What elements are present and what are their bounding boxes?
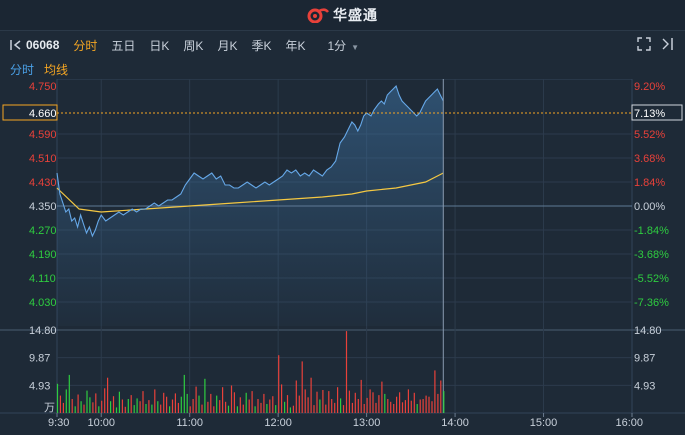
tab-daily-k[interactable]: 日K: [149, 38, 170, 53]
indicator-average[interactable]: 均线: [44, 62, 69, 77]
tab-monthly-k[interactable]: 月K: [217, 38, 238, 53]
tab-intraday[interactable]: 分时: [73, 38, 98, 53]
price-tick-right: -1.84%: [634, 225, 669, 237]
price-tick-left: 4.590: [29, 129, 57, 141]
time-tick-label: 13:00: [353, 417, 381, 429]
price-tick-left: 4.110: [29, 273, 56, 285]
intraday-chart[interactable]: 9:30 10:00 11:00 12:00 13:00 14:00 15:00 16:00 4…: [0, 79, 685, 435]
price-line: [56, 84, 444, 238]
price-tick-left: 4.350: [29, 201, 57, 213]
price-tick-right: 3.68%: [634, 153, 665, 165]
time-tick-label: 12:00: [264, 417, 292, 429]
price-tick-right: -3.68%: [634, 249, 669, 261]
time-tick-label: 10:00: [87, 417, 115, 429]
price-tick-left: 4.030: [29, 297, 57, 309]
price-tick-left: 4.510: [29, 153, 57, 165]
tab-quarterly-k[interactable]: 季K: [251, 38, 272, 53]
price-tick-left: 4.190: [29, 249, 57, 261]
volume-unit-label: 万: [44, 402, 55, 414]
volume-bars: [56, 331, 445, 413]
price-tick-right: 9.20%: [634, 81, 665, 93]
price-tick-right: 1.84%: [634, 177, 665, 189]
brand-name: 华盛通: [333, 7, 378, 23]
price-tick-left: 4.430: [29, 177, 57, 189]
tab-five-day[interactable]: 五日: [111, 38, 136, 53]
volume-tick-right: 4.93: [634, 380, 655, 392]
fullscreen-icon[interactable]: [637, 37, 651, 51]
collapse-left-icon[interactable]: [10, 39, 22, 51]
time-tick-label: 11:00: [176, 417, 203, 429]
brand-swirl-icon: [307, 8, 329, 23]
price-tick-right: 0.00%: [634, 201, 665, 213]
time-tick-label: 15:00: [530, 417, 558, 429]
volume-tick-right: 9.87: [634, 353, 655, 365]
current-change-box: [631, 104, 683, 121]
price-tick-right: -7.36%: [634, 297, 669, 309]
indicator-intraday[interactable]: 分时: [10, 62, 35, 77]
title-bar: 华盛通: [0, 0, 685, 31]
interval-dropdown[interactable]: 1分 ▼: [327, 37, 359, 54]
interval-label: 1分: [327, 38, 347, 53]
price-tick-right: -5.52%: [634, 273, 669, 285]
tab-yearly-k[interactable]: 年K: [285, 38, 306, 53]
expand-right-icon[interactable]: [661, 37, 675, 51]
brand-logo: 华盛通: [307, 5, 378, 25]
toolbar-right-actions: [637, 37, 675, 51]
time-tick-label: 9:30: [48, 417, 69, 429]
tab-weekly-k[interactable]: 周K: [183, 38, 204, 53]
price-tick-right: 7.13%: [634, 108, 665, 120]
volume-tick-left: 9.87: [29, 353, 50, 365]
volume-tick-right: 14.80: [634, 325, 662, 337]
chevron-down-icon: ▼: [351, 42, 360, 52]
axis-labels: 9:30 10:00 11:00 12:00 13:00 14:00 15:00 16:00 4…: [2, 81, 683, 429]
volume-tick-left: 4.93: [29, 380, 50, 392]
price-tick-left: 4.270: [29, 225, 57, 237]
current-price-box: [2, 104, 58, 121]
price-tick-right: 5.52%: [634, 129, 665, 141]
volume-tick-left: 14.80: [29, 325, 57, 337]
indicator-tabs: 分时 均线: [0, 59, 685, 79]
time-tick-label: 16:00: [615, 417, 643, 429]
price-tick-left: 4.660: [29, 108, 57, 120]
average-price-line: [56, 172, 444, 213]
time-tick-label: 14:00: [441, 417, 469, 429]
chart-toolbar: 06068 分时 五日 日K 周K 月K 季K 年K 1分 ▼: [0, 31, 685, 59]
stock-code: 06068: [26, 38, 60, 52]
price-tick-left: 4.750: [29, 81, 57, 93]
